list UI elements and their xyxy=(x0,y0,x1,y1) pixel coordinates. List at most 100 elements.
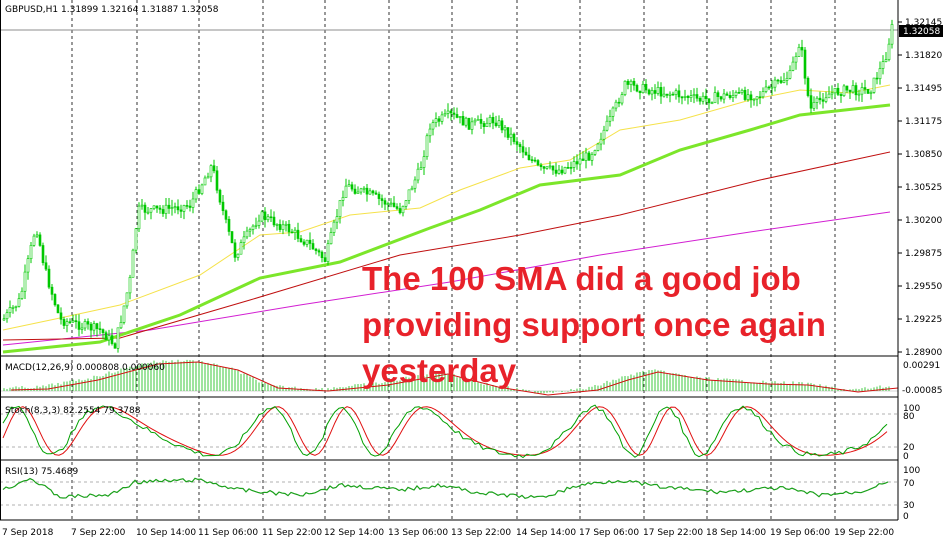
stoch-tick-80: 80 xyxy=(903,412,915,422)
candle-body xyxy=(887,43,891,60)
candle-body xyxy=(692,94,696,96)
candle-body xyxy=(242,236,246,243)
candle-body xyxy=(521,146,525,153)
candle-body xyxy=(431,122,435,130)
stoch-tick-0: 0 xyxy=(903,452,909,462)
price-panel[interactable]: GBPUSD,H1 1.31899 1.32164 1.31887 1.3205… xyxy=(0,5,943,358)
candle-body xyxy=(689,95,693,98)
candle-body xyxy=(440,114,444,122)
sma-fast-line xyxy=(2,84,891,331)
candle-body xyxy=(494,122,498,126)
rsi-tick-70: 70 xyxy=(903,479,915,489)
candle-body xyxy=(575,161,579,165)
candle-body xyxy=(470,121,474,130)
candle-body xyxy=(38,234,42,246)
candle-body xyxy=(164,204,168,214)
candle-body xyxy=(503,127,507,131)
candle-body xyxy=(215,170,219,191)
candle-body xyxy=(8,307,12,314)
candle-body xyxy=(698,97,702,102)
candle-body xyxy=(758,96,762,99)
candle-body xyxy=(179,209,183,212)
candle-body xyxy=(125,292,129,307)
candle-body xyxy=(794,56,798,63)
candle-body xyxy=(527,154,531,160)
time-label: 17 Sep 22:00 xyxy=(643,528,703,538)
time-label: 7 Sep 22:00 xyxy=(71,528,126,538)
candle-body xyxy=(341,197,345,201)
candle-body xyxy=(329,232,333,245)
price-axis: 1.32145 1.31820 1.31495 1.31175 1.30850 1.305… xyxy=(898,18,942,358)
candle-body xyxy=(83,321,87,329)
candle-body xyxy=(479,119,483,124)
candle-body xyxy=(284,223,288,226)
candle-body xyxy=(473,119,477,123)
candle-body xyxy=(647,89,651,95)
candle-body xyxy=(572,161,576,168)
candle-body xyxy=(500,120,504,131)
stoch-tick-20: 20 xyxy=(903,443,915,453)
candle-body xyxy=(104,332,108,341)
candle-body xyxy=(23,271,27,292)
candle-body xyxy=(140,204,144,207)
sma-slow-line xyxy=(2,211,891,346)
candle-body xyxy=(419,167,423,170)
rsi-panel[interactable]: RSI(13) 75.4689 100 70 30 0 xyxy=(0,466,920,522)
macd-tick-top: 0.00291 xyxy=(903,361,940,371)
candle-body xyxy=(422,156,426,168)
candle-body xyxy=(17,298,21,307)
candle-body xyxy=(806,77,810,96)
candle-body xyxy=(743,89,747,100)
candle-body xyxy=(254,224,258,227)
candle-body xyxy=(644,83,648,91)
candle-body xyxy=(878,68,882,80)
candle-body xyxy=(620,94,624,104)
candle-body xyxy=(308,239,312,244)
rsi-line xyxy=(2,477,889,499)
candle-body xyxy=(749,94,753,101)
time-label: 19 Sep 06:00 xyxy=(770,528,830,538)
rsi-tick-30: 30 xyxy=(903,501,915,511)
candle-body xyxy=(566,167,570,169)
candle-body xyxy=(230,231,234,244)
candle-body xyxy=(659,87,663,97)
candle-body xyxy=(635,85,639,92)
candle-body xyxy=(416,168,420,181)
candle-body xyxy=(353,188,357,194)
candle-body xyxy=(5,312,9,320)
candle-body xyxy=(638,90,642,94)
candle-body xyxy=(719,96,723,100)
candle-body xyxy=(791,61,795,71)
price-tick-label: 1.31820 xyxy=(905,51,942,61)
candle-body xyxy=(137,205,141,230)
candle-body xyxy=(413,179,417,189)
candle-body xyxy=(863,87,867,90)
stoch-tick-100: 100 xyxy=(903,404,920,414)
candle-body xyxy=(446,110,450,114)
candle-body xyxy=(563,167,567,174)
candle-body xyxy=(731,95,735,98)
candle-body xyxy=(587,152,591,161)
candle-body xyxy=(281,224,285,230)
candle-body xyxy=(704,95,708,99)
moving-averages xyxy=(2,84,891,354)
candle-body xyxy=(797,46,801,57)
candle-body xyxy=(50,286,54,295)
candle-body xyxy=(53,294,57,306)
macd-panel[interactable]: MACD(12,26,9) 0.000808 0.000060 0.00291 … xyxy=(0,359,943,398)
candle-body xyxy=(326,243,330,262)
candle-body xyxy=(80,327,84,330)
candle-body xyxy=(788,69,792,79)
candle-body xyxy=(347,184,351,187)
candle-body xyxy=(203,177,207,186)
candle-body xyxy=(752,98,756,101)
candle-body xyxy=(833,87,837,94)
stochastic-panel[interactable]: Stoch(8,3,3) 82.2554 79.3788 100 80 20 0 xyxy=(0,404,920,462)
candle-body xyxy=(278,224,282,230)
candle-body xyxy=(428,128,432,137)
candle-body xyxy=(266,216,270,221)
candle-body xyxy=(392,202,396,207)
candle-body xyxy=(377,193,381,199)
candle-body xyxy=(584,152,588,161)
rsi-tick-0: 0 xyxy=(903,512,909,522)
